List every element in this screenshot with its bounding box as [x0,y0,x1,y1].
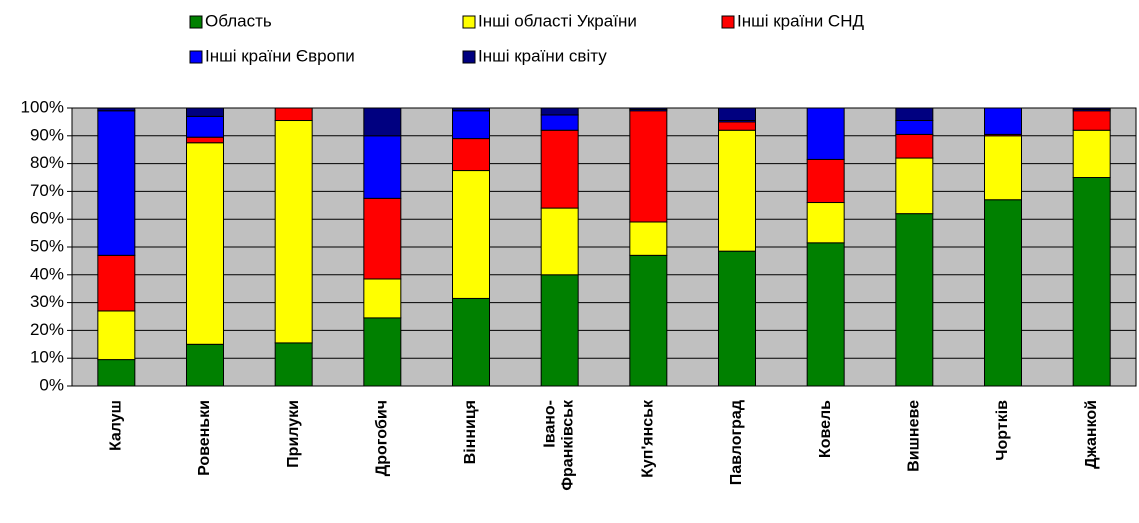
bar-segment [540,207,579,276]
y-tick-label: 20% [30,320,64,339]
x-tick-label: Вишневе [906,400,923,472]
legend-label: Область [205,11,272,30]
bar-segment [895,213,934,387]
bar-segment [452,138,490,172]
legend-label: Інші області України [478,11,637,30]
bar-segment [629,110,668,223]
bar-segment [895,133,934,159]
bar-segment [363,197,402,280]
bar-segment [895,157,934,215]
legend-label: Інші країни світу [478,46,607,65]
legend-swatch [189,50,203,64]
x-tick-label-line: Франківськ [560,399,577,491]
bar-segment [718,129,756,252]
bar-segment [984,135,1022,201]
bar-segment [363,107,402,137]
legend-label: Інші країни Європи [205,46,355,65]
bar-segment [186,142,224,345]
bar-segment [629,254,668,387]
x-tick-label: Ровеньки [196,400,213,476]
x-tick-label: Чортків [994,400,1011,461]
x-tick-label: Прилуки [285,400,302,468]
y-tick-label: 30% [30,292,64,311]
y-tick-label: 50% [30,236,64,255]
bar-segment [718,121,756,131]
bar-segment [540,274,579,387]
bar-segment [895,107,934,122]
bar-segment [186,136,224,144]
legend-swatch [462,50,476,64]
bar-segment [274,342,313,387]
y-tick-label: 40% [30,264,64,283]
bar-segment [452,170,490,299]
x-tick-label: Калуш [108,400,125,451]
bar-segment [274,120,313,344]
bar-segment [984,107,1022,135]
bar-segment [97,359,136,387]
y-tick-label: 0% [39,375,64,394]
bar-segment [806,242,845,387]
bar-segment [984,199,1022,387]
bar-segment [1072,110,1111,131]
bar-segment [363,135,402,199]
y-tick-label: 70% [30,181,64,200]
bar-segment [186,115,224,138]
bar-segment [363,317,402,387]
y-tick-label: 90% [30,125,64,144]
bar-segment [540,129,579,209]
x-tick-label-line: Івано- [542,400,559,448]
bar-segment [718,107,756,122]
y-tick-label: 60% [30,209,64,228]
bar-segment [1072,177,1111,387]
bar-segment [97,254,136,312]
bar-segment [97,310,136,361]
bar-segment [540,107,579,116]
bar-segment [806,202,845,244]
bar-segment [806,107,845,160]
plot-border [71,107,1137,387]
x-tick-label: Павлоград [728,400,745,485]
bar-segment [540,114,579,131]
legend-label: Інші країни СНД [737,11,864,30]
bar-segment [806,158,845,204]
bar-segment [452,297,490,387]
bar-segment [718,250,756,387]
bar-segment [97,110,136,256]
y-tick-label: 100% [21,97,64,116]
bar-segment [895,120,934,135]
legend-swatch [189,15,203,29]
y-tick-label: 10% [30,348,64,367]
bar-segment [363,278,402,319]
bar-segment [186,343,224,387]
bar-segment [452,110,490,140]
bar-segment [186,107,224,117]
x-tick-label: Куп'янськ [640,399,657,478]
legend-swatch [462,15,476,29]
x-tick-label: Ковель [817,400,834,458]
y-tick-label: 80% [30,153,64,172]
x-tick-label: Дрогобич [374,400,391,476]
legend-swatch [721,15,735,29]
bar-segment [274,107,313,122]
x-tick-label: Вінниця [462,400,479,464]
bar-segment [1072,129,1111,179]
bar-segment [629,221,668,256]
x-tick-label: Івано-Франківськ [542,399,577,491]
x-tick-label: Джанкой [1083,400,1100,469]
